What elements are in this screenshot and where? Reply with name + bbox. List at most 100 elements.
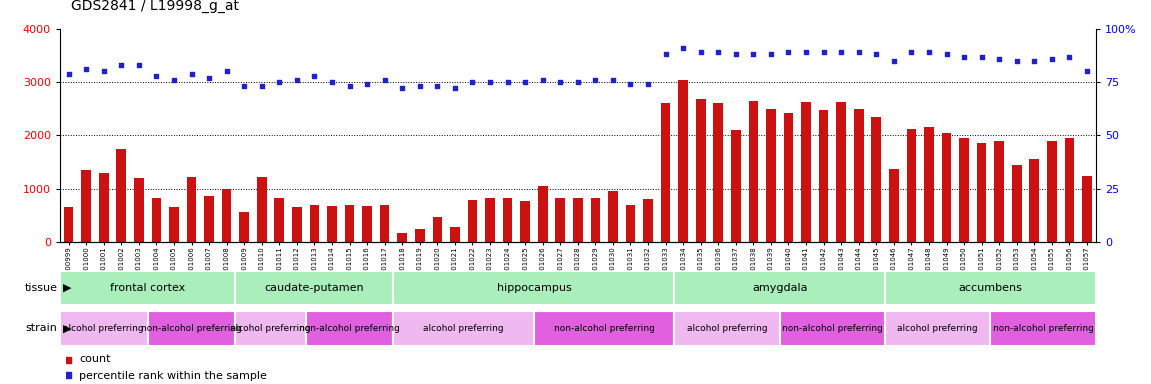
Bar [854, 109, 863, 242]
Point [656, 51, 674, 58]
Point [920, 49, 938, 55]
Bar [204, 195, 214, 242]
Point [973, 53, 991, 60]
Text: accumbens: accumbens [959, 283, 1022, 293]
Point [709, 49, 727, 55]
Bar [731, 130, 740, 242]
Bar [99, 173, 108, 242]
Point [885, 58, 904, 64]
Bar [486, 198, 495, 242]
Point [551, 79, 570, 85]
Text: alcohol preferring: alcohol preferring [687, 324, 768, 333]
Bar [236, 311, 306, 346]
Bar [239, 212, 249, 242]
Point [937, 51, 955, 58]
Bar [678, 81, 688, 242]
Bar [169, 207, 178, 242]
Text: GDS2841 / L19998_g_at: GDS2841 / L19998_g_at [71, 0, 239, 13]
Bar [674, 311, 779, 346]
Point [147, 73, 166, 79]
Bar [63, 207, 74, 242]
Point [815, 49, 833, 55]
Point [218, 68, 236, 74]
Bar [60, 271, 236, 305]
Point [796, 49, 815, 55]
Point [990, 56, 1008, 62]
Point [270, 79, 289, 85]
Text: alcohol preferring: alcohol preferring [63, 324, 144, 333]
Text: percentile rank within the sample: percentile rank within the sample [79, 371, 267, 381]
Bar [714, 103, 723, 242]
Bar [871, 117, 882, 242]
Point [375, 77, 394, 83]
Bar [889, 169, 899, 242]
Bar [450, 227, 459, 242]
Bar [977, 143, 986, 242]
Text: frontal cortex: frontal cortex [110, 283, 185, 293]
Bar [520, 202, 529, 242]
Text: alcohol preferring: alcohol preferring [898, 324, 978, 333]
Bar [147, 311, 236, 346]
Bar [327, 206, 337, 242]
Bar [590, 198, 600, 242]
Point [832, 49, 851, 55]
Bar [959, 138, 969, 242]
Text: hippocampus: hippocampus [496, 283, 571, 293]
Bar [363, 206, 372, 242]
Bar [990, 311, 1096, 346]
Point [1007, 58, 1026, 64]
Point [586, 77, 604, 83]
Point [288, 77, 306, 83]
Bar [1082, 176, 1092, 242]
Bar [394, 311, 534, 346]
Point [445, 85, 464, 91]
Point [533, 77, 551, 83]
Point [112, 62, 130, 68]
Bar [837, 102, 846, 242]
Point [604, 77, 623, 83]
Text: caudate-putamen: caudate-putamen [265, 283, 364, 293]
Point [867, 51, 885, 58]
Text: tissue: tissue [24, 283, 58, 293]
Point [358, 81, 376, 87]
Bar [674, 271, 885, 305]
Point [622, 81, 640, 87]
Bar [1012, 165, 1022, 242]
Point [182, 71, 200, 77]
Bar [924, 127, 933, 242]
Bar [556, 198, 565, 242]
Point [341, 83, 359, 89]
Point [779, 49, 798, 55]
Point [674, 45, 693, 51]
Bar [661, 103, 670, 242]
Bar [696, 99, 706, 242]
Bar [274, 198, 284, 242]
Point [902, 49, 921, 55]
Bar [394, 271, 674, 305]
Text: non-alcohol preferring: non-alcohol preferring [299, 324, 401, 333]
Bar [1047, 141, 1057, 242]
Bar [942, 133, 952, 242]
Bar [236, 271, 394, 305]
Bar [608, 191, 618, 242]
Bar [433, 217, 442, 242]
Point [60, 71, 78, 77]
Point [745, 51, 763, 58]
Bar [134, 178, 144, 242]
Bar [779, 311, 885, 346]
Bar [907, 129, 916, 242]
Bar [222, 189, 231, 242]
Point [481, 79, 500, 85]
Bar [626, 205, 635, 242]
Point [639, 81, 657, 87]
Bar [1029, 159, 1039, 242]
Bar [152, 198, 161, 242]
Bar [82, 170, 91, 242]
Bar [292, 207, 302, 242]
Point [955, 53, 974, 60]
Point [392, 85, 411, 91]
Bar [748, 101, 759, 242]
Point [252, 83, 270, 89]
Point [235, 83, 253, 89]
Bar [467, 200, 478, 242]
